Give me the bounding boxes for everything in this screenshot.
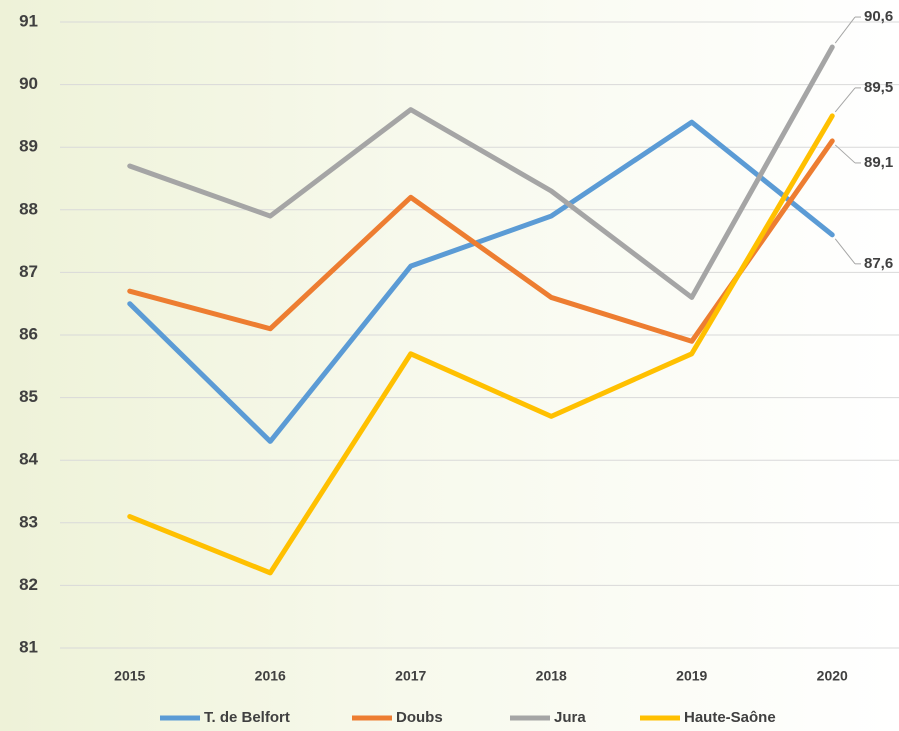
y-tick-label: 90 bbox=[19, 74, 38, 93]
y-tick-label: 88 bbox=[19, 199, 38, 218]
y-tick-label: 81 bbox=[19, 637, 38, 656]
y-tick-label: 85 bbox=[19, 387, 38, 406]
y-tick-label: 83 bbox=[19, 512, 38, 531]
y-tick-label: 91 bbox=[19, 11, 38, 30]
line-series bbox=[127, 44, 835, 300]
legend-label: Jura bbox=[554, 709, 586, 726]
x-tick-label: 2018 bbox=[536, 668, 567, 684]
data-label: 90,6 bbox=[864, 8, 893, 25]
x-tick-label: 2020 bbox=[817, 668, 848, 684]
y-tick-label: 86 bbox=[19, 324, 38, 343]
x-tick-label: 2017 bbox=[395, 668, 426, 684]
line-series bbox=[127, 119, 835, 444]
legend-label: T. de Belfort bbox=[204, 709, 290, 726]
x-tick-label: 2016 bbox=[255, 668, 286, 684]
line-series bbox=[127, 138, 835, 344]
legend-label: Haute-Saône bbox=[684, 709, 776, 726]
leader-line bbox=[834, 16, 856, 44]
data-label: 89,5 bbox=[864, 79, 893, 96]
legend-label: Doubs bbox=[396, 709, 443, 726]
line-series bbox=[127, 113, 835, 576]
x-tick-label: 2015 bbox=[114, 668, 145, 684]
y-tick-label: 82 bbox=[19, 575, 38, 594]
data-label: 89,1 bbox=[864, 154, 893, 171]
y-tick-label: 89 bbox=[19, 137, 38, 156]
leader-line bbox=[834, 238, 856, 265]
leader-line bbox=[834, 87, 856, 113]
y-tick-label: 87 bbox=[19, 262, 38, 281]
y-tick-label: 84 bbox=[19, 450, 38, 469]
leader-line bbox=[834, 144, 856, 164]
data-label: 87,6 bbox=[864, 255, 893, 272]
x-tick-label: 2019 bbox=[676, 668, 707, 684]
